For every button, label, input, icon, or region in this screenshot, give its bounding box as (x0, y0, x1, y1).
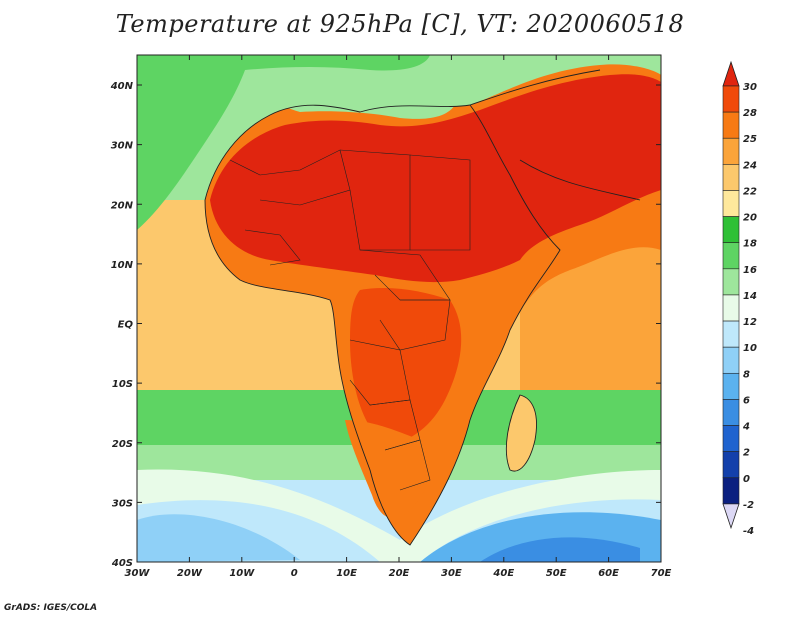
colorbar-label: 10 (743, 343, 757, 354)
lat-tick-label: 10S (112, 379, 133, 390)
colorbar-swatch (722, 346, 740, 374)
colorbar-label: 2 (743, 448, 750, 459)
coastlines (204, 69, 641, 546)
lat-tick-label: 20N (111, 200, 134, 211)
lon-tick-label: 40E (492, 568, 514, 579)
colorbar-label: 0 (743, 474, 750, 485)
colorbar-label: -4 (743, 526, 754, 537)
coldest-pocket (480, 537, 640, 562)
colorbar-swatch (722, 190, 740, 217)
lat-tick-label: 40S (111, 558, 133, 569)
lat-tick-label: 30S (112, 498, 133, 509)
colorbar-label: 18 (743, 239, 757, 250)
longitude-axis: 30W 20W 10W 0 10E 20E 30E 40E 50E 60E 70E (125, 55, 672, 579)
atlantic-cool (137, 55, 250, 230)
lon-tick-label: 30W (125, 568, 151, 579)
colorbar-label: -2 (743, 500, 754, 511)
colorbar-swatch (722, 399, 740, 426)
europe-cool (245, 55, 430, 71)
colorbar-label: 8 (743, 369, 750, 380)
latitude-axis: 40N 30N 20N 10N EQ 10S 20S 30S 40S (110, 81, 661, 569)
cold-southern-ocean (137, 514, 300, 562)
lon-tick-label: 50E (546, 568, 567, 579)
colorbar-label: 14 (743, 291, 757, 302)
lon-tick-label: 0 (291, 568, 298, 579)
colorbar-swatch (722, 425, 740, 452)
hot-core (210, 74, 661, 283)
colorbar-label: 16 (743, 265, 757, 276)
colorbar-label: 30 (743, 82, 757, 93)
colorbar-top-arrow (722, 60, 740, 87)
colorbar-label: 4 (742, 422, 750, 433)
lat-tick-label: 20S (112, 439, 133, 450)
colorbar-swatch (722, 216, 740, 244)
chart-title: Temperature at 925hPa [C], VT: 202006051… (115, 10, 685, 38)
lat-tick-label: 40N (110, 81, 134, 92)
mediterranean-cool (255, 72, 455, 119)
colorbar-label: 24 (743, 160, 757, 171)
country-borders (229, 149, 471, 491)
madagascar (506, 395, 537, 472)
colorbar-label: 25 (743, 134, 757, 145)
colorbar-swatch (722, 137, 740, 165)
lon-tick-label: 70E (651, 568, 672, 579)
colorbar-label: 28 (743, 108, 757, 119)
lon-tick-label: 30E (441, 568, 462, 579)
colorbar-swatch (722, 372, 740, 400)
colorbar-swatch (722, 111, 740, 139)
colorbar-swatch (722, 268, 740, 296)
colorbar-label: 20 (743, 213, 757, 224)
lon-tick-label: 10W (229, 568, 255, 579)
colorbar-label: 12 (743, 317, 757, 328)
colorbar-swatch (722, 477, 740, 505)
lat-tick-label: 30N (111, 141, 134, 152)
southern-africa-warm (345, 420, 431, 519)
colorbar-swatch (722, 451, 740, 479)
temperature-field (137, 55, 661, 562)
lat-tick-label: 10N (111, 260, 134, 271)
colorbar-swatch (722, 164, 740, 191)
lon-tick-label: 20W (177, 568, 203, 579)
colorbar-bottom-arrow (722, 503, 740, 530)
colorbar-label: 6 (743, 395, 750, 406)
credit-text: GrADS: IGES/COLA (4, 603, 98, 613)
colorbar-swatch (722, 294, 740, 322)
lon-tick-label: 20E (389, 568, 410, 579)
lon-tick-label: 60E (598, 568, 619, 579)
colorbar-swatch (722, 85, 740, 113)
lat-tick-label: EQ (118, 320, 134, 331)
colorbar-swatch (722, 242, 740, 270)
colorbar-swatch (722, 320, 740, 348)
colorbar-label: 22 (743, 186, 757, 197)
lon-tick-label: 10E (336, 568, 357, 579)
southern-pale-band (137, 469, 661, 562)
